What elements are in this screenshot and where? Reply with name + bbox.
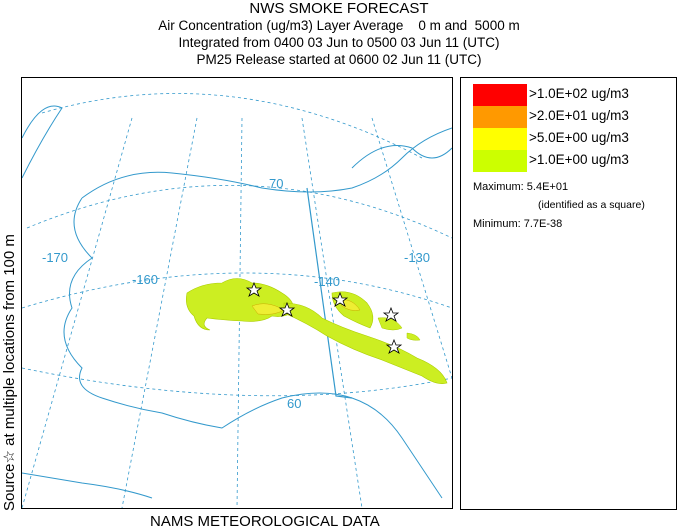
graticule bbox=[22, 93, 452, 508]
plume-yukon-core bbox=[339, 299, 361, 311]
map-canvas: -170 -160 -150 -140 -130 70 60 bbox=[22, 93, 452, 508]
longitude-line-160 bbox=[121, 117, 198, 508]
coastlines bbox=[22, 105, 452, 499]
fire-sources bbox=[245, 281, 403, 354]
star-icon bbox=[278, 301, 296, 317]
longitude-line-150 bbox=[236, 117, 243, 508]
legend-swatch-1 bbox=[473, 150, 527, 172]
plume-east-fragment bbox=[406, 332, 421, 341]
alaska-peninsula bbox=[101, 392, 443, 499]
star-icon bbox=[382, 306, 400, 322]
lat-label-60: 60 bbox=[287, 396, 301, 411]
release-start: PM25 Release started at 0600 02 Jun 11 (… bbox=[196, 52, 482, 67]
smoke-plume bbox=[186, 278, 448, 384]
latitude-line-70 bbox=[26, 185, 452, 239]
arctic-islands bbox=[351, 145, 452, 169]
latitude-line-60 bbox=[22, 367, 452, 397]
legend-swatch-20 bbox=[473, 106, 527, 128]
aleutian-chain bbox=[22, 472, 153, 499]
source-location-label: Source☆ at multiple locations from 100 m bbox=[1, 234, 18, 511]
concentration-subtitle: Air Concentration (ug/m3) Layer Average … bbox=[158, 18, 520, 33]
plume-southeast-band bbox=[283, 302, 448, 384]
legend-swatch-100 bbox=[473, 84, 527, 106]
plume-interior-alaska bbox=[186, 278, 294, 331]
lon-label-130: -130 bbox=[404, 250, 430, 265]
minimum-value: Minimum: 7.7E-38 bbox=[473, 218, 563, 230]
integration-period: Integrated from 0400 03 Jun to 0500 03 J… bbox=[178, 35, 500, 50]
lat-label-70: 70 bbox=[269, 176, 283, 191]
forecast-title: NWS SMOKE FORECAST bbox=[249, 0, 429, 17]
latitude-line-75 bbox=[41, 93, 423, 159]
legend-label-5: >5.0E+00 ug/m3 bbox=[529, 130, 629, 145]
star-icon bbox=[331, 291, 349, 307]
maximum-note: (identified as a square) bbox=[538, 199, 645, 211]
star-icon bbox=[245, 281, 263, 297]
legend-label-20: >2.0E+01 ug/m3 bbox=[529, 108, 629, 123]
concentration-legend: >1.0E+02 ug/m3 >2.0E+01 ug/m3 >5.0E+00 u… bbox=[460, 77, 677, 510]
latitude-line-65 bbox=[22, 272, 452, 309]
west-coast bbox=[63, 197, 103, 399]
smoke-forecast-map: -170 -160 -150 -140 -130 70 60 bbox=[21, 77, 453, 509]
lon-label-170: -170 bbox=[42, 250, 68, 265]
meteorological-data-source: NAMS METEOROLOGICAL DATA bbox=[150, 513, 380, 530]
plume-bc bbox=[377, 317, 403, 331]
legend-label-100: >1.0E+02 ug/m3 bbox=[529, 86, 629, 101]
north-coast bbox=[81, 127, 452, 199]
legend-swatch-5 bbox=[473, 128, 527, 150]
chukotka-coast bbox=[22, 105, 63, 179]
lon-label-160: -160 bbox=[132, 272, 158, 287]
maximum-value: Maximum: 5.4E+01 bbox=[473, 181, 569, 193]
legend-label-1: >1.0E+00 ug/m3 bbox=[529, 152, 629, 167]
lon-label-140: -140 bbox=[314, 274, 340, 289]
longitude-line-170 bbox=[22, 117, 133, 508]
star-icon bbox=[385, 338, 403, 354]
alaska-canada-border bbox=[306, 187, 353, 399]
